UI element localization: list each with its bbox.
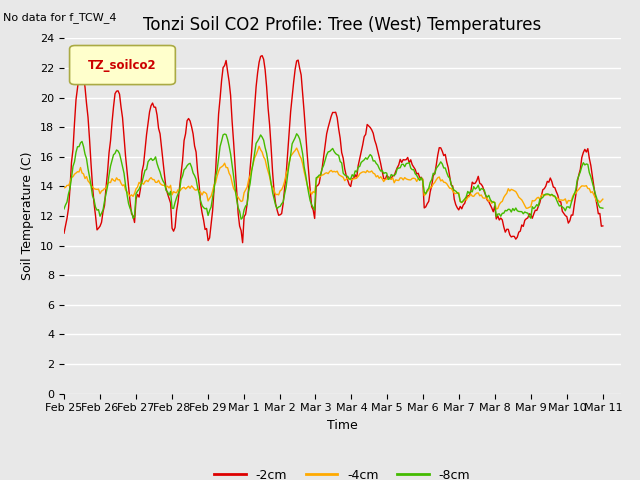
-8cm [249,160,257,166]
-4cm [60,185,68,191]
Title: Tonzi Soil CO2 Profile: Tree (West) Temperatures: Tonzi Soil CO2 Profile: Tree (West) Temp… [143,16,541,34]
-2cm [249,124,257,130]
-4cm [572,191,580,196]
Line: -8cm: -8cm [64,134,603,219]
-4cm [239,198,246,204]
-8cm [572,187,580,192]
-2cm [299,91,307,96]
-4cm [248,167,255,172]
-2cm [572,192,580,198]
Y-axis label: Soil Temperature (C): Soil Temperature (C) [22,152,35,280]
-8cm [240,207,248,213]
-8cm [293,131,301,137]
-2cm [221,63,228,69]
-4cm [298,156,305,161]
-8cm [221,131,228,137]
-8cm [299,151,307,157]
-4cm [255,144,263,149]
-8cm [237,216,245,222]
Legend: -2cm, -4cm, -8cm: -2cm, -4cm, -8cm [209,464,476,480]
-4cm [221,160,228,166]
FancyBboxPatch shape [70,46,175,84]
-8cm [126,205,134,211]
Text: No data for f_TCW_4: No data for f_TCW_4 [3,12,116,23]
-8cm [599,205,607,211]
Line: -2cm: -2cm [64,56,603,243]
-4cm [599,196,607,202]
-4cm [492,206,500,212]
-2cm [599,223,607,229]
X-axis label: Time: Time [327,419,358,432]
-2cm [126,199,134,204]
-2cm [239,240,246,246]
Line: -4cm: -4cm [64,146,603,209]
-2cm [60,230,68,236]
-2cm [259,53,266,59]
-8cm [60,206,68,212]
-4cm [126,193,134,199]
Text: TZ_soilco2: TZ_soilco2 [88,59,157,72]
-2cm [240,214,248,219]
